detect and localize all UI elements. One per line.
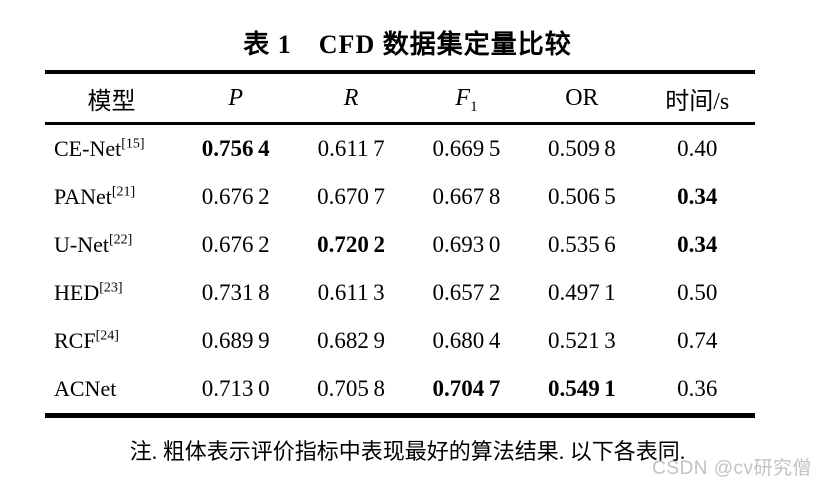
value-cell: 0.50 (677, 280, 718, 305)
header-f1-letter: F (455, 84, 471, 111)
header-or: OR (524, 72, 640, 125)
value-cell: 0.497 1 (547, 280, 616, 305)
model-cell: PANet[21] (45, 173, 178, 221)
value-cell: 0.74 (677, 328, 718, 353)
value-cell: 0.705 8 (317, 376, 386, 401)
header-time: 时间/s (639, 72, 755, 125)
header-f1: F1 (408, 72, 525, 125)
model-cell: CE-Net[15] (45, 124, 178, 174)
value-cell: 0.689 9 (201, 328, 270, 353)
model-name: CE-Net (54, 136, 122, 161)
value-cell: 0.669 5 (432, 136, 501, 161)
value-cell: 0.676 2 (201, 232, 270, 257)
value-cell: 0.611 3 (317, 280, 385, 305)
header-model: 模型 (45, 72, 178, 125)
table-row-rcf: RCF[24] 0.689 9 0.682 9 0.680 4 0.521 3 … (45, 317, 755, 365)
value-cell: 0.676 2 (201, 184, 270, 209)
value-cell: 0.667 8 (432, 184, 501, 209)
value-cell: 0.657 2 (432, 280, 501, 305)
value-cell: 0.756 4 (201, 136, 270, 161)
value-cell: 0.509 8 (547, 136, 616, 161)
value-cell: 0.713 0 (201, 376, 270, 401)
header-f1-subscript: 1 (470, 98, 478, 115)
value-cell: 0.720 2 (317, 232, 386, 257)
value-cell: 0.36 (677, 376, 718, 401)
value-cell: 0.680 4 (432, 328, 501, 353)
model-cell: HED[23] (45, 269, 178, 317)
model-cell: RCF[24] (45, 317, 178, 365)
value-cell: 0.704 7 (432, 376, 501, 401)
model-name: ACNet (54, 376, 117, 401)
value-cell: 0.731 8 (201, 280, 270, 305)
value-cell: 0.682 9 (317, 328, 386, 353)
model-name: HED (54, 280, 100, 305)
watermark: CSDN @cv研究僧 (652, 458, 812, 479)
model-name: PANet (54, 184, 112, 209)
value-cell: 0.40 (677, 136, 718, 161)
value-cell: 0.34 (677, 232, 718, 257)
table-row-ce-net: CE-Net[15] 0.756 4 0.611 7 0.669 5 0.509… (45, 124, 755, 174)
value-cell: 0.521 3 (547, 328, 616, 353)
footnote: 注. 粗体表示评价指标中表现最好的算法结果. 以下各表同. (129, 439, 686, 464)
table-row-u-net: U-Net[22] 0.676 2 0.720 2 0.693 0 0.535 … (45, 221, 755, 269)
citation-ref: [24] (95, 328, 119, 344)
table-row-hed: HED[23] 0.731 8 0.611 3 0.657 2 0.497 1 … (45, 269, 755, 317)
value-cell: 0.535 6 (547, 232, 616, 257)
value-cell: 0.693 0 (432, 232, 501, 257)
value-cell: 0.611 7 (317, 136, 385, 161)
model-name: U-Net (54, 232, 109, 257)
value-cell: 0.670 7 (317, 184, 386, 209)
table-title: 表 1 CFD 数据集定量比较 (243, 30, 572, 59)
model-name: RCF (54, 328, 96, 353)
model-cell: U-Net[22] (45, 221, 178, 269)
header-recall: R (293, 72, 409, 125)
citation-ref: [21] (111, 184, 136, 200)
value-cell: 0.34 (677, 184, 718, 209)
header-precision: P (178, 72, 294, 125)
model-cell: ACNet (45, 365, 178, 416)
header-row: 模型 P R F1 OR 时间/s (45, 72, 755, 125)
citation-ref: [22] (108, 232, 133, 248)
cfd-comparison-table: 模型 P R F1 OR 时间/s CE-Net[15] 0.756 4 0.6… (45, 70, 755, 418)
table-row-acnet: ACNet 0.713 0 0.705 8 0.704 7 0.549 1 0.… (45, 365, 755, 416)
citation-ref: [23] (99, 280, 123, 296)
value-cell: 0.506 5 (547, 184, 616, 209)
citation-ref: [15] (121, 136, 145, 152)
value-cell: 0.549 1 (547, 376, 616, 401)
table-row-panet: PANet[21] 0.676 2 0.670 7 0.667 8 0.506 … (45, 173, 755, 221)
